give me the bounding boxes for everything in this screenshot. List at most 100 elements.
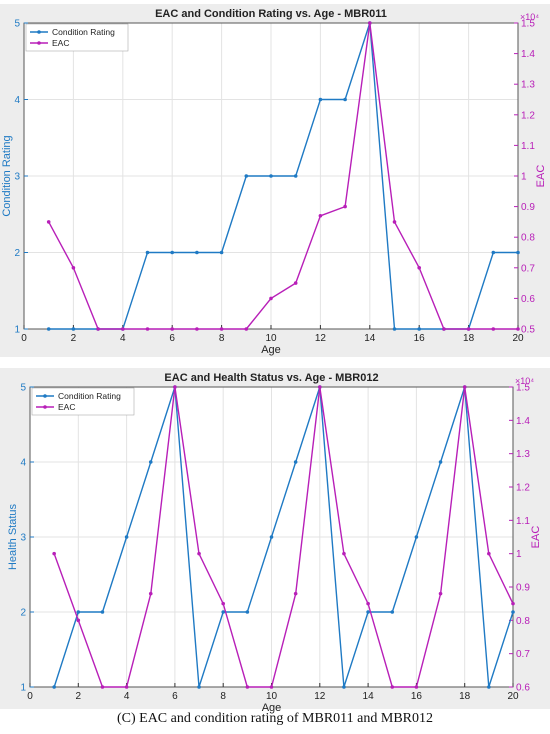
data-point (516, 327, 520, 331)
x-tick-label: 12 (314, 691, 326, 702)
legend-box (31, 387, 135, 416)
data-point (293, 591, 298, 596)
y-left-tick-label: 3 (20, 533, 26, 544)
data-point (442, 327, 446, 331)
data-point (244, 174, 249, 178)
y-right-exponent-label: ×10⁴ (520, 12, 539, 22)
legend-label: Condition Rating (52, 27, 115, 37)
chart-2: 0 2 4 6 8 10 12 14 16 18 20123450.60.70.80.911.11.… (0, 368, 550, 714)
x-tick-label: 2 (76, 691, 82, 702)
y-left-tick-label: 4 (14, 95, 20, 106)
data-point (148, 591, 153, 596)
x-tick-label: 4 (120, 333, 126, 344)
data-point (221, 601, 225, 606)
y-right-tick-label: 0.6 (521, 294, 535, 305)
y-right-tick-label: 1.3 (516, 449, 530, 460)
data-point (390, 610, 395, 614)
data-point (342, 551, 346, 556)
y-right-tick-label: 0.7 (521, 263, 535, 274)
data-point (124, 535, 129, 539)
data-point (52, 685, 56, 689)
x-tick-label: 12 (315, 333, 327, 344)
x-tick-label: 16 (414, 333, 426, 344)
x-tick-label: 8 (220, 691, 226, 702)
data-point (343, 204, 347, 209)
x-tick-label: 18 (459, 691, 471, 702)
data-point (145, 250, 150, 255)
data-point (366, 610, 370, 614)
y-right-tick-label: 1.4 (516, 416, 530, 427)
y-right-tick-label: 1.4 (521, 49, 535, 60)
data-point (491, 250, 496, 255)
data-point (269, 174, 273, 178)
data-point (96, 327, 100, 331)
y-right-tick-label: 1.2 (516, 483, 530, 494)
x-tick-label: 8 (219, 333, 225, 344)
x-tick-label: 6 (169, 333, 175, 344)
legend-label: EAC (52, 38, 69, 48)
y-right-tick-label: 1.1 (516, 516, 530, 527)
data-point (173, 385, 177, 389)
y-right-tick-label: 1.1 (521, 141, 535, 152)
y-right-exponent-label: ×10⁴ (515, 376, 534, 386)
y-right-tick-label: 1.5 (516, 383, 530, 394)
x-tick-label: 10 (266, 691, 278, 702)
y-left-tick-label: 1 (20, 683, 26, 694)
x-tick-label: 20 (512, 333, 524, 344)
y-right-axis-label: EAC (535, 165, 547, 188)
data-point (293, 281, 298, 285)
data-point (417, 327, 422, 331)
data-point (366, 601, 370, 606)
x-tick-label: 6 (172, 691, 178, 702)
data-point (438, 460, 443, 464)
data-point (145, 327, 150, 331)
data-point (195, 327, 199, 331)
y-left-tick-label: 1 (14, 325, 20, 336)
y-left-tick-label: 5 (14, 19, 20, 30)
figure-caption: (C) EAC and condition rating of MBR011 a… (116, 711, 434, 726)
data-point (71, 266, 76, 270)
series-eac (46, 21, 520, 331)
data-point (343, 97, 347, 102)
data-point (487, 551, 491, 556)
data-point (414, 685, 419, 689)
x-tick-label: 16 (411, 691, 423, 702)
data-point (414, 535, 419, 539)
data-point (244, 327, 249, 331)
y-right-tick-label: 0.9 (516, 583, 530, 594)
data-point (124, 685, 129, 689)
data-point (52, 551, 56, 556)
data-point (148, 460, 153, 464)
data-point (487, 685, 491, 689)
x-tick-label: 0 (21, 333, 27, 344)
series-eac (52, 385, 515, 689)
y-right-tick-label: 0.8 (521, 233, 535, 244)
legend-label: EAC (58, 402, 75, 412)
x-tick-label: 14 (363, 691, 375, 702)
data-point (170, 327, 174, 331)
data-point (342, 685, 346, 689)
data-point (511, 610, 515, 614)
y-right-tick-label: 0.7 (516, 649, 530, 660)
y-left-tick-label: 2 (14, 248, 20, 259)
data-point (219, 250, 224, 255)
x-axis-label: Age (262, 702, 282, 714)
y-right-tick-label: 1 (521, 172, 527, 183)
data-point (170, 250, 174, 255)
data-point (368, 21, 372, 25)
data-point (219, 327, 224, 331)
x-tick-label: 20 (507, 691, 519, 702)
legend-marker (37, 41, 41, 45)
data-point (438, 591, 443, 596)
x-tick-label: 0 (27, 691, 33, 702)
data-point (71, 327, 76, 331)
y-right-tick-label: 1.2 (521, 110, 535, 121)
data-point (197, 685, 201, 689)
legend-marker (43, 394, 47, 398)
legend-box (25, 23, 129, 52)
data-point (318, 385, 322, 389)
chart-title: EAC and Health Status vs. Age - MBR012 (164, 372, 378, 384)
